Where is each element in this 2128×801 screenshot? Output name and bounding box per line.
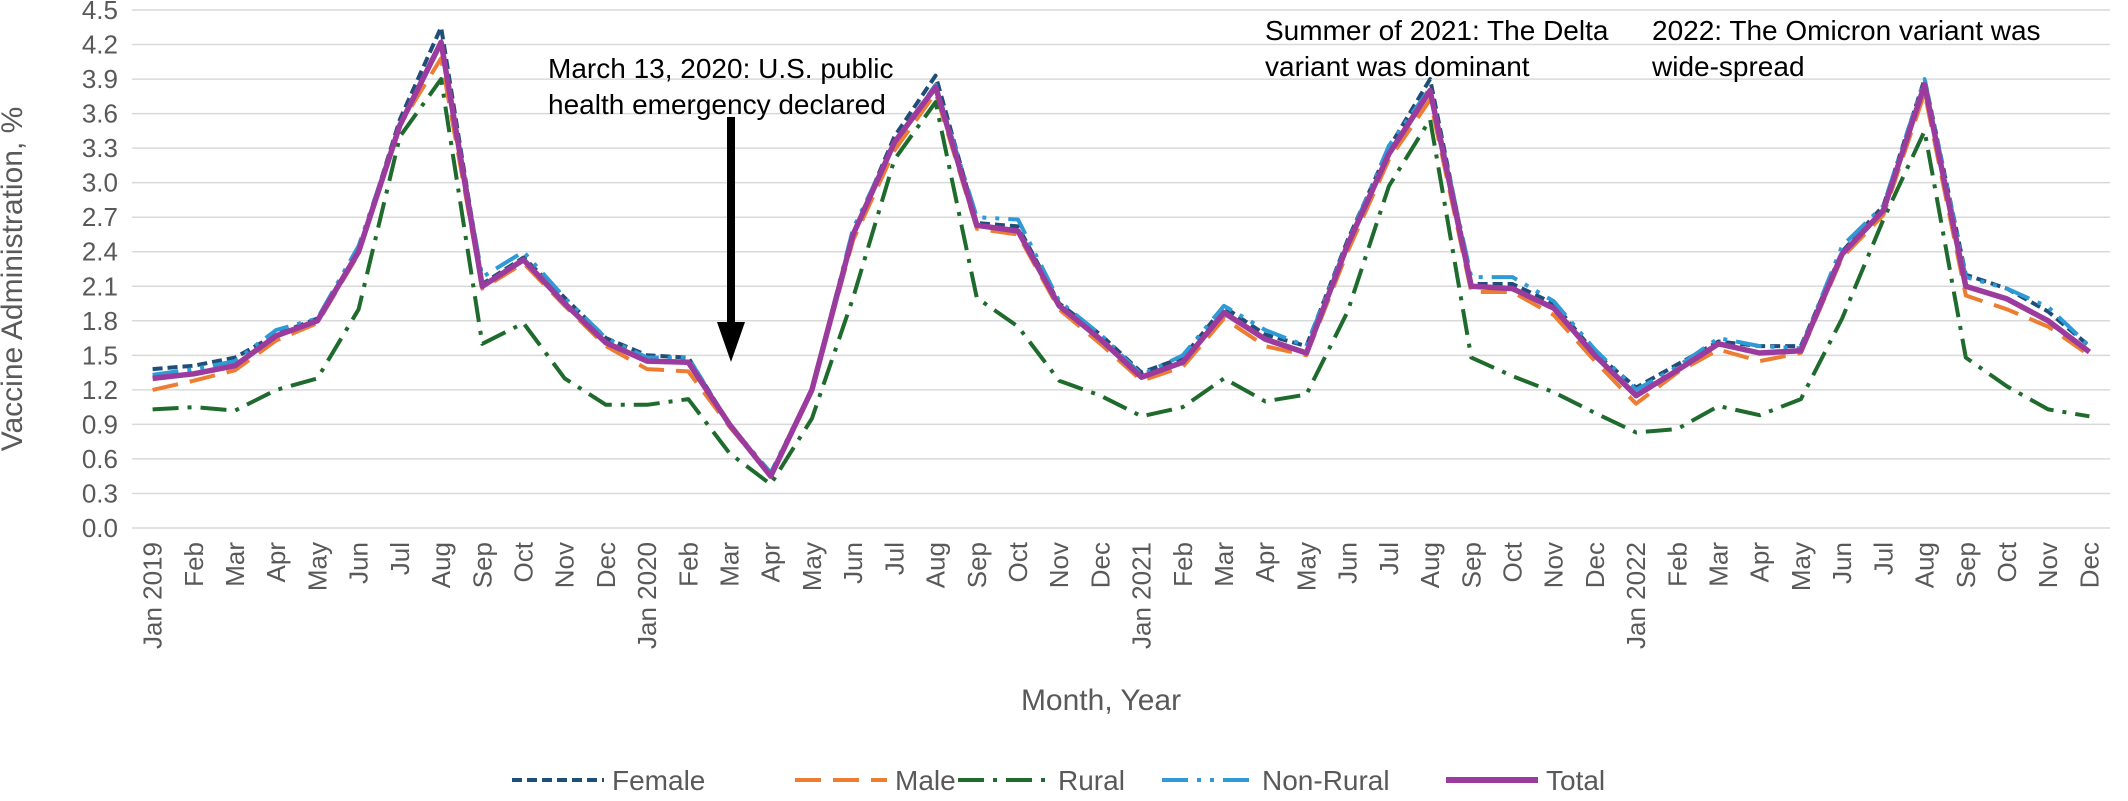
x-tick-label: Sep — [1951, 542, 1981, 588]
x-tick-label: Aug — [426, 542, 456, 588]
annotations: March 13, 2020: U.S. public health emerge… — [548, 15, 2041, 362]
y-axis-title: Vaccine Administration, % — [0, 107, 29, 452]
y-tick-label: 2.4 — [82, 237, 118, 267]
x-tick-label: May — [302, 542, 332, 591]
y-tick-label: 4.5 — [82, 0, 118, 25]
gridlines — [132, 9, 2110, 529]
x-tick-label: Mar — [1209, 542, 1239, 587]
x-tick-label: Jul — [879, 542, 909, 575]
legend-label: Male — [895, 765, 956, 796]
series-line-total — [152, 39, 2092, 479]
annotation-text: Summer of 2021: The Delta — [1265, 15, 1609, 46]
y-tick-label: 2.1 — [82, 271, 118, 301]
legend-label: Rural — [1058, 765, 1125, 796]
x-tick-label: Aug — [1415, 542, 1445, 588]
y-tick-label: 3.3 — [82, 133, 118, 163]
x-tick-label: Jun — [1333, 542, 1363, 584]
x-tick-label: Jan 2020 — [632, 542, 662, 649]
annotation-text: 2022: The Omicron variant was — [1652, 15, 2041, 46]
y-tick-label: 3.9 — [82, 64, 118, 94]
x-tick-labels: Jan 2019 Feb Mar Apr May Jun Jul Aug Sep Oct Nov De… — [138, 541, 2105, 649]
x-tick-label: Dec — [1085, 542, 1115, 588]
annotation-arrow-head — [717, 322, 745, 362]
y-tick-label: 1.8 — [82, 306, 118, 336]
x-tick-label: Apr — [1745, 542, 1775, 583]
x-tick-label: Jan 2019 — [138, 542, 168, 649]
x-tick-label: Dec — [1580, 542, 1610, 588]
x-tick-label: Mar — [715, 542, 745, 587]
x-tick-label: Dec — [591, 542, 621, 588]
x-tick-label: Nov — [2033, 542, 2063, 588]
y-tick-label: 0.3 — [82, 478, 118, 508]
y-tick-label: 3.0 — [82, 168, 118, 198]
y-tick-label: 0.0 — [82, 513, 118, 543]
x-tick-label: Sep — [467, 542, 497, 588]
x-tick-label: Sep — [1456, 542, 1486, 588]
y-tick-label: 0.6 — [82, 444, 118, 474]
x-axis-title: Month, Year — [1021, 684, 1181, 717]
x-tick-label: Apr — [756, 542, 786, 583]
y-tick-label: 1.5 — [82, 340, 118, 370]
x-tick-label: Jan 2021 — [1127, 542, 1157, 649]
x-tick-label: Feb — [1662, 542, 1692, 587]
x-tick-label: May — [797, 542, 827, 591]
x-tick-label: Feb — [673, 542, 703, 587]
legend-label: Female — [612, 765, 705, 796]
x-tick-label: Apr — [1250, 542, 1280, 583]
x-tick-label: Jun — [838, 542, 868, 584]
x-tick-label: Mar — [220, 542, 250, 587]
annotation-text: wide-spread — [1651, 51, 1805, 82]
series-lines — [152, 25, 2092, 487]
y-tick-label: 4.2 — [82, 30, 118, 60]
x-tick-label: Mar — [1704, 542, 1734, 587]
x-tick-label: Aug — [921, 542, 951, 588]
y-tick-labels: 0.0 0.3 0.6 0.9 1.2 1.5 1.8 2.1 2.4 2.7 3.0 3.3 3.6 3… — [82, 0, 118, 543]
x-tick-label: Nov — [1539, 542, 1569, 588]
legend: Female Male Rural Non-Rural Total — [512, 765, 1605, 796]
series-line-non-rural — [152, 42, 2091, 475]
x-tick-label: Oct — [1992, 541, 2022, 582]
x-tick-label: Dec — [2074, 542, 2104, 588]
x-tick-label: Sep — [962, 542, 992, 588]
x-tick-label: Feb — [1168, 542, 1198, 587]
x-tick-label: Jul — [1374, 542, 1404, 575]
x-tick-label: Jun — [344, 542, 374, 584]
x-tick-label: May — [1291, 542, 1321, 591]
x-tick-label: Jan 2022 — [1621, 542, 1651, 649]
x-tick-label: Nov — [1044, 542, 1074, 588]
y-tick-label: 2.7 — [82, 202, 118, 232]
x-tick-label: Oct — [1497, 541, 1527, 582]
legend-label: Total — [1546, 765, 1605, 796]
legend-label: Non-Rural — [1262, 765, 1390, 796]
x-tick-label: Apr — [261, 542, 291, 583]
x-tick-label: Jul — [385, 542, 415, 575]
x-tick-label: Aug — [1910, 542, 1940, 588]
x-tick-label: Nov — [550, 542, 580, 588]
x-tick-label: Oct — [1003, 541, 1033, 582]
x-tick-label: Feb — [179, 542, 209, 587]
series-line-male — [152, 56, 2091, 479]
x-tick-label: Jul — [1868, 542, 1898, 575]
annotation-text: health emergency declared — [548, 89, 886, 120]
annotation-text: variant was dominant — [1265, 51, 1530, 82]
series-line-rural — [152, 77, 2090, 487]
x-tick-label: Oct — [508, 541, 538, 582]
y-tick-label: 1.2 — [82, 375, 118, 405]
x-tick-label: May — [1786, 542, 1816, 591]
annotation-text: March 13, 2020: U.S. public — [548, 53, 894, 84]
y-tick-label: 3.6 — [82, 99, 118, 129]
y-tick-label: 0.9 — [82, 409, 118, 439]
x-tick-label: Jun — [1827, 542, 1857, 584]
